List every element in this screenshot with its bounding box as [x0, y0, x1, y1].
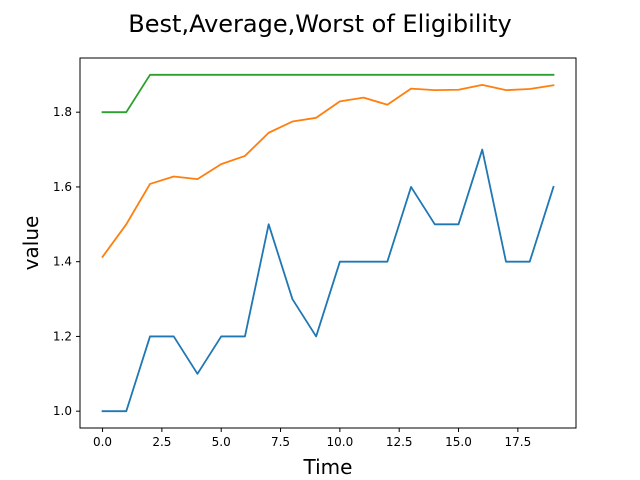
- x-tick-label: 15.0: [445, 435, 472, 449]
- plot-area: [101, 73, 555, 413]
- y-axis-label: value: [19, 216, 43, 271]
- x-tick-label: 17.5: [504, 435, 531, 449]
- x-axis-label: Time: [303, 455, 353, 479]
- y-tick-label: 1.6: [53, 180, 72, 194]
- y-tick-label: 1.8: [53, 105, 72, 119]
- x-tick-label: 2.5: [152, 435, 171, 449]
- x-tick-label: 10.0: [327, 435, 354, 449]
- x-tick-label: 5.0: [212, 435, 231, 449]
- series-line-average: [101, 84, 555, 259]
- series-line-worst: [101, 148, 555, 413]
- x-tick-label: 0.0: [93, 435, 112, 449]
- x-tick-label: 7.5: [271, 435, 290, 449]
- chart-title: Best,Average,Worst of Eligibility: [128, 10, 511, 38]
- axes-frame: [79, 57, 577, 429]
- y-tick-label: 1.0: [53, 404, 72, 418]
- y-tick-label: 1.2: [53, 329, 72, 343]
- x-tick-label: 12.5: [386, 435, 413, 449]
- y-tick-label: 1.4: [53, 255, 72, 269]
- series-line-best: [101, 73, 555, 114]
